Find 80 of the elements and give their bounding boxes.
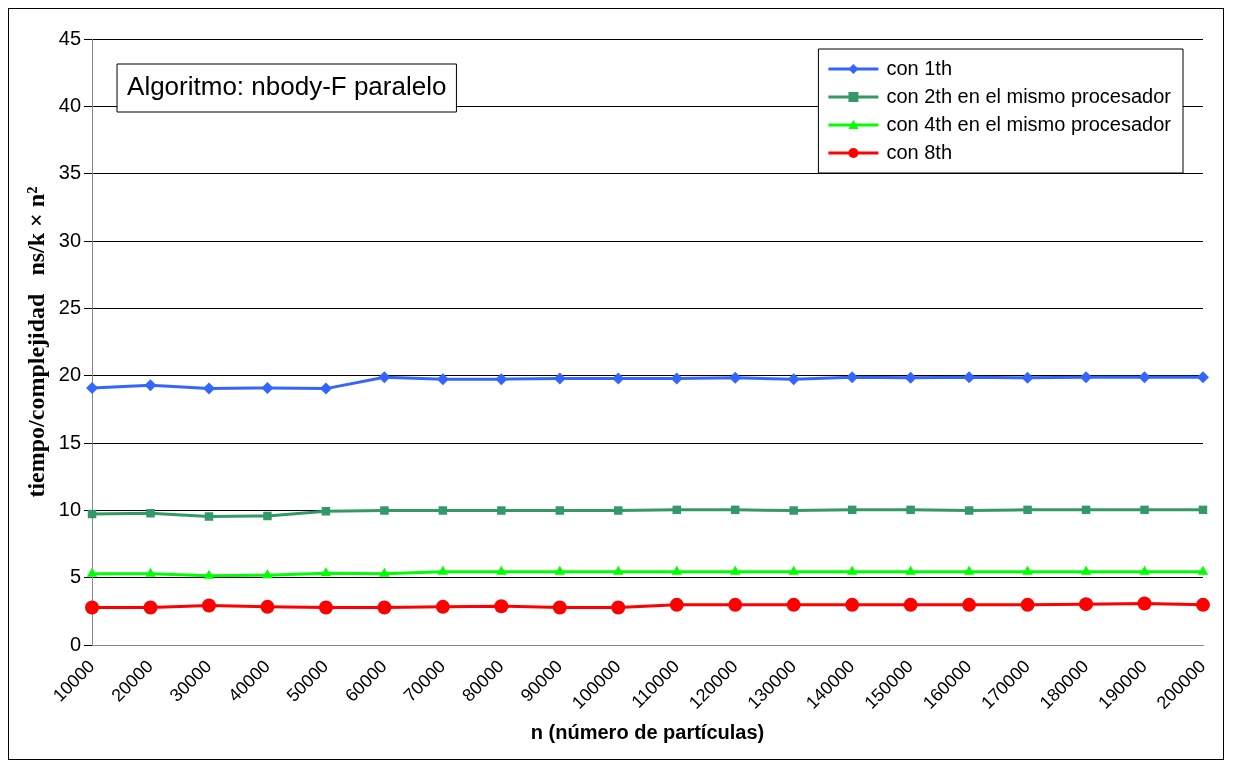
y-tick-label: 10 (58, 498, 82, 521)
y-tick-label: 45 (58, 26, 82, 49)
point (1080, 565, 1092, 575)
point (787, 373, 800, 386)
point (1138, 371, 1151, 384)
point (846, 565, 858, 575)
point (143, 600, 158, 615)
point (320, 567, 332, 577)
point (379, 567, 390, 577)
point (1137, 596, 1152, 611)
point (1021, 371, 1034, 384)
legend-label: con 2th en el mismo procesador (886, 84, 1172, 107)
x-axis-title: n (número de partículas) (530, 720, 765, 743)
point (85, 600, 100, 615)
point (436, 373, 449, 386)
point (845, 597, 860, 612)
point (1023, 505, 1032, 515)
point (201, 598, 216, 613)
y-tick-label: 35 (58, 161, 82, 184)
point (555, 506, 565, 515)
y-tick-label: 20 (58, 363, 82, 386)
point (438, 506, 448, 515)
y-tick-label: 5 (69, 565, 82, 588)
point (1079, 597, 1094, 612)
point (786, 597, 801, 612)
point (729, 371, 742, 384)
annotation: Algoritmo: nbody-F paralelo (127, 71, 447, 102)
point (1140, 505, 1149, 515)
point (497, 506, 506, 515)
point (671, 565, 682, 575)
point (613, 565, 624, 575)
point (669, 597, 684, 612)
point (380, 506, 389, 515)
point (552, 600, 567, 615)
point (263, 511, 272, 521)
point (905, 565, 916, 575)
point (728, 597, 743, 612)
point (435, 599, 450, 614)
point (789, 506, 798, 515)
point (144, 379, 157, 392)
point (1197, 565, 1209, 575)
point (260, 599, 275, 614)
point (1197, 371, 1209, 384)
point (964, 506, 974, 515)
point (495, 373, 508, 386)
y-tick-label: 0 (69, 632, 82, 655)
y-tick-label: 30 (58, 228, 82, 251)
legend-label: con 1th (886, 56, 953, 79)
point (1020, 597, 1035, 612)
legend-label: con 4th en el mismo procesador (886, 112, 1172, 135)
point (203, 569, 215, 579)
y-tick-label: 25 (58, 295, 82, 318)
point (554, 565, 566, 575)
point (904, 371, 917, 384)
point (318, 600, 333, 615)
point (1022, 565, 1033, 575)
point (262, 569, 273, 579)
point (494, 599, 509, 614)
point (145, 567, 156, 577)
point (377, 600, 392, 615)
point (261, 381, 274, 394)
point (146, 508, 155, 518)
point (204, 512, 214, 521)
point (437, 565, 449, 575)
point (963, 565, 975, 575)
y-tick-label: 40 (58, 93, 82, 116)
y-tick-label: 15 (58, 430, 82, 453)
y-axis-title: tiempo/complejidad ns/k × n² (22, 186, 49, 498)
point (903, 597, 918, 612)
point (962, 597, 977, 612)
point (611, 600, 626, 615)
point (614, 506, 623, 515)
point (906, 505, 915, 515)
point (1196, 597, 1210, 612)
point (496, 565, 507, 575)
point (730, 565, 741, 575)
point (202, 382, 215, 395)
legend-label: con 8th (886, 140, 953, 163)
point (1139, 565, 1150, 575)
point (788, 565, 799, 575)
